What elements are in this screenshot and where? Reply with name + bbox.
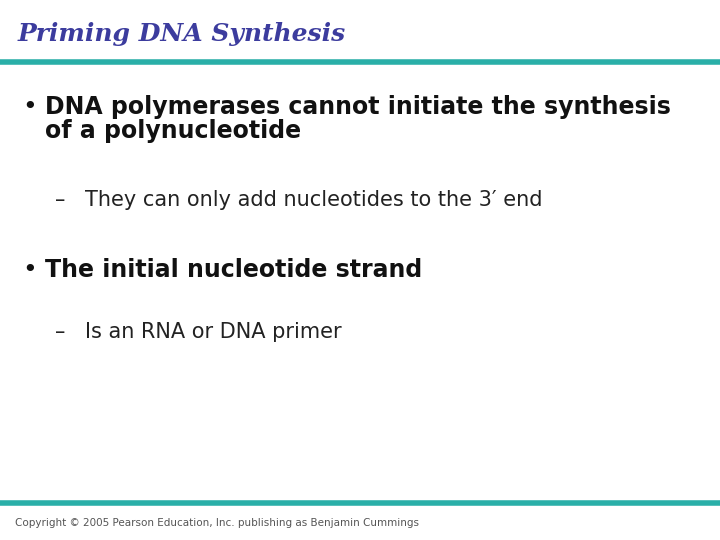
Text: The initial nucleotide strand: The initial nucleotide strand <box>45 258 422 282</box>
Text: •: • <box>22 258 37 282</box>
Text: of a polynucleotide: of a polynucleotide <box>45 119 301 143</box>
Text: •: • <box>22 95 37 119</box>
Text: Copyright © 2005 Pearson Education, Inc. publishing as Benjamin Cummings: Copyright © 2005 Pearson Education, Inc.… <box>15 518 419 528</box>
Text: –: – <box>55 190 66 210</box>
Text: Is an RNA or DNA primer: Is an RNA or DNA primer <box>85 322 341 342</box>
Text: –: – <box>55 322 66 342</box>
Text: Priming DNA Synthesis: Priming DNA Synthesis <box>18 22 346 46</box>
Text: They can only add nucleotides to the 3′ end: They can only add nucleotides to the 3′ … <box>85 190 542 210</box>
Text: DNA polymerases cannot initiate the synthesis: DNA polymerases cannot initiate the synt… <box>45 95 671 119</box>
